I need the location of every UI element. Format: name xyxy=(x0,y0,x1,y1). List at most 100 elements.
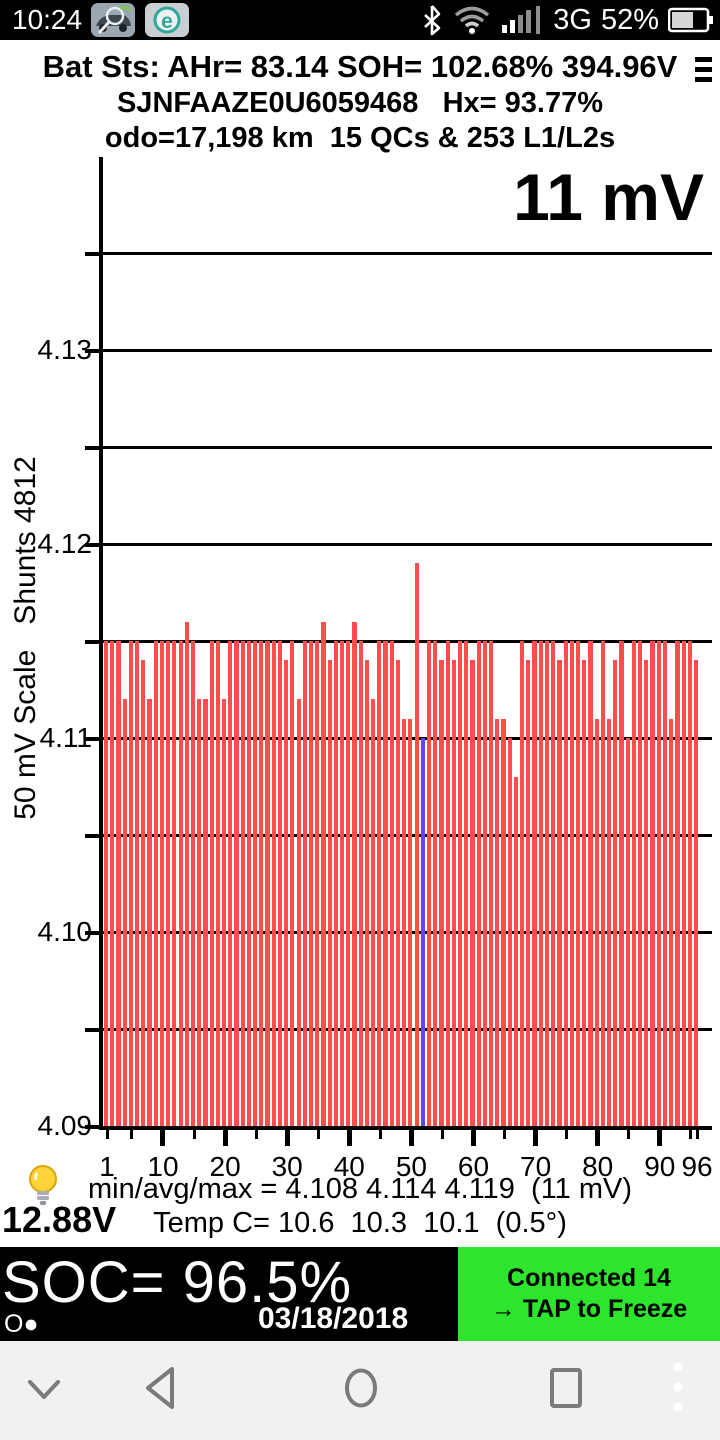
recents-icon[interactable] xyxy=(546,1365,586,1411)
y-tick xyxy=(85,252,99,256)
cell-bar xyxy=(445,641,450,1126)
cell-bar xyxy=(551,641,556,1126)
hamburger-menu-icon[interactable] xyxy=(686,57,712,85)
cell-bar xyxy=(687,641,692,1126)
cell-bar xyxy=(470,660,475,1126)
x-tick xyxy=(222,1130,228,1146)
x-tick-label: 40 xyxy=(333,1151,365,1182)
cell-bar xyxy=(302,641,307,1126)
y-tick-label: 4.10 xyxy=(37,916,93,947)
grid-line xyxy=(99,349,712,352)
cell-bar xyxy=(364,660,369,1126)
cell-bar xyxy=(420,738,425,1126)
x-tick-label: 50 xyxy=(395,1151,427,1182)
soc-bar[interactable]: SOC= 96.5% O● 03/18/2018 Connected 14 → … xyxy=(0,1247,720,1341)
cell-bar xyxy=(433,641,438,1126)
x-axis-line xyxy=(99,1126,712,1130)
cell-bar xyxy=(638,641,643,1126)
x-tick xyxy=(254,1130,258,1139)
cell-bar xyxy=(575,641,581,1126)
cell-bar xyxy=(395,660,401,1126)
x-tick-label: 1 xyxy=(99,1151,115,1182)
temperature-line: Temp C= 10.6 10.3 10.1 (0.5°) xyxy=(153,1207,567,1239)
y-tick xyxy=(85,640,99,644)
leafspy-app-icon xyxy=(91,3,136,37)
cell-bar xyxy=(259,641,264,1126)
back-icon[interactable] xyxy=(140,1365,180,1411)
chevron-down-icon[interactable] xyxy=(24,1377,64,1403)
network-type: 3G xyxy=(553,3,592,36)
y-tick-label: 4.13 xyxy=(37,334,93,365)
soc-value: SOC= 96.5% xyxy=(2,1250,353,1315)
cell-bar xyxy=(439,660,444,1126)
cell-bar xyxy=(141,660,146,1126)
cell-bar xyxy=(594,719,599,1126)
more-dots-icon[interactable] xyxy=(670,1359,686,1419)
tap-to-freeze-label: → TAP to Freeze xyxy=(490,1295,688,1323)
home-icon[interactable] xyxy=(340,1365,382,1411)
cell-bar xyxy=(662,641,668,1126)
cell-bar xyxy=(582,660,587,1126)
bat-sts-line: Bat Sts: AHr= 83.14 SOH= 102.68% 394.96V xyxy=(42,49,678,84)
log-date: 03/18/2018 xyxy=(258,1302,409,1335)
cell-bar xyxy=(538,641,543,1126)
cell-bar xyxy=(197,699,202,1126)
cell-bar xyxy=(631,641,637,1126)
y-tick xyxy=(85,1125,99,1129)
battery-status-header: Bat Sts: AHr= 83.14 SOH= 102.68% 394.96V… xyxy=(0,40,720,155)
cell-bar xyxy=(184,622,189,1126)
x-tick xyxy=(316,1130,320,1139)
cell-bar xyxy=(383,641,388,1126)
cell-bar xyxy=(625,738,630,1126)
cell-bar xyxy=(221,699,227,1126)
cell-bar xyxy=(128,641,134,1126)
x-tick xyxy=(378,1130,382,1139)
cell-bar xyxy=(495,719,500,1126)
connected-count: Connected 14 xyxy=(507,1264,671,1292)
x-tick-label: 80 xyxy=(582,1151,614,1182)
cell-bar xyxy=(246,641,252,1126)
svg-text:e: e xyxy=(161,10,173,33)
x-tick-label: 96 xyxy=(681,1151,713,1182)
x-tick xyxy=(657,1130,663,1146)
cell-voltage-chart[interactable]: 11 mV 50 mV Scale Shunts 4812 4.13 4.12 4.… xyxy=(0,155,720,1247)
connected-freeze-button[interactable]: Connected 14 → TAP to Freeze xyxy=(458,1247,720,1341)
cell-bar xyxy=(675,641,680,1126)
x-tick xyxy=(192,1130,196,1139)
cell-bar xyxy=(209,641,214,1126)
cell-bar xyxy=(650,641,655,1126)
cell-bar xyxy=(414,563,419,1126)
cell-bar xyxy=(526,660,531,1126)
cell-bar xyxy=(166,641,171,1126)
cell-bar xyxy=(377,641,382,1126)
cell-bar xyxy=(426,641,432,1126)
grid-line xyxy=(99,446,712,449)
y-tick xyxy=(85,1028,99,1032)
y-axis-title: 50 mV Scale Shunts 4812 xyxy=(9,456,42,820)
cell-bar xyxy=(507,738,512,1126)
android-nav-bar xyxy=(0,1341,720,1440)
cell-bar xyxy=(476,641,481,1126)
clock: 10:24 xyxy=(12,4,83,35)
lightbulb-icon[interactable] xyxy=(22,1163,64,1211)
cell-bar xyxy=(501,719,506,1126)
cell-bar xyxy=(513,777,519,1126)
cell-bar xyxy=(190,641,196,1126)
x-tick xyxy=(689,1130,693,1139)
cell-bar xyxy=(352,622,357,1126)
voltage-spread-label: 11 mV xyxy=(513,160,704,234)
y-tick-label: 4.09 xyxy=(37,1110,93,1141)
cell-bar xyxy=(482,641,487,1126)
x-tick xyxy=(284,1130,290,1146)
y-tick xyxy=(85,349,99,353)
battery-percent: 52% xyxy=(600,3,659,36)
cell-bar xyxy=(178,641,183,1126)
cell-bar xyxy=(600,641,605,1126)
cell-bar xyxy=(122,699,127,1126)
cell-bar xyxy=(451,660,456,1126)
cell-bar xyxy=(265,641,270,1126)
cell-bar xyxy=(588,641,593,1126)
cell-bar xyxy=(408,719,413,1126)
x-tick xyxy=(627,1130,631,1139)
